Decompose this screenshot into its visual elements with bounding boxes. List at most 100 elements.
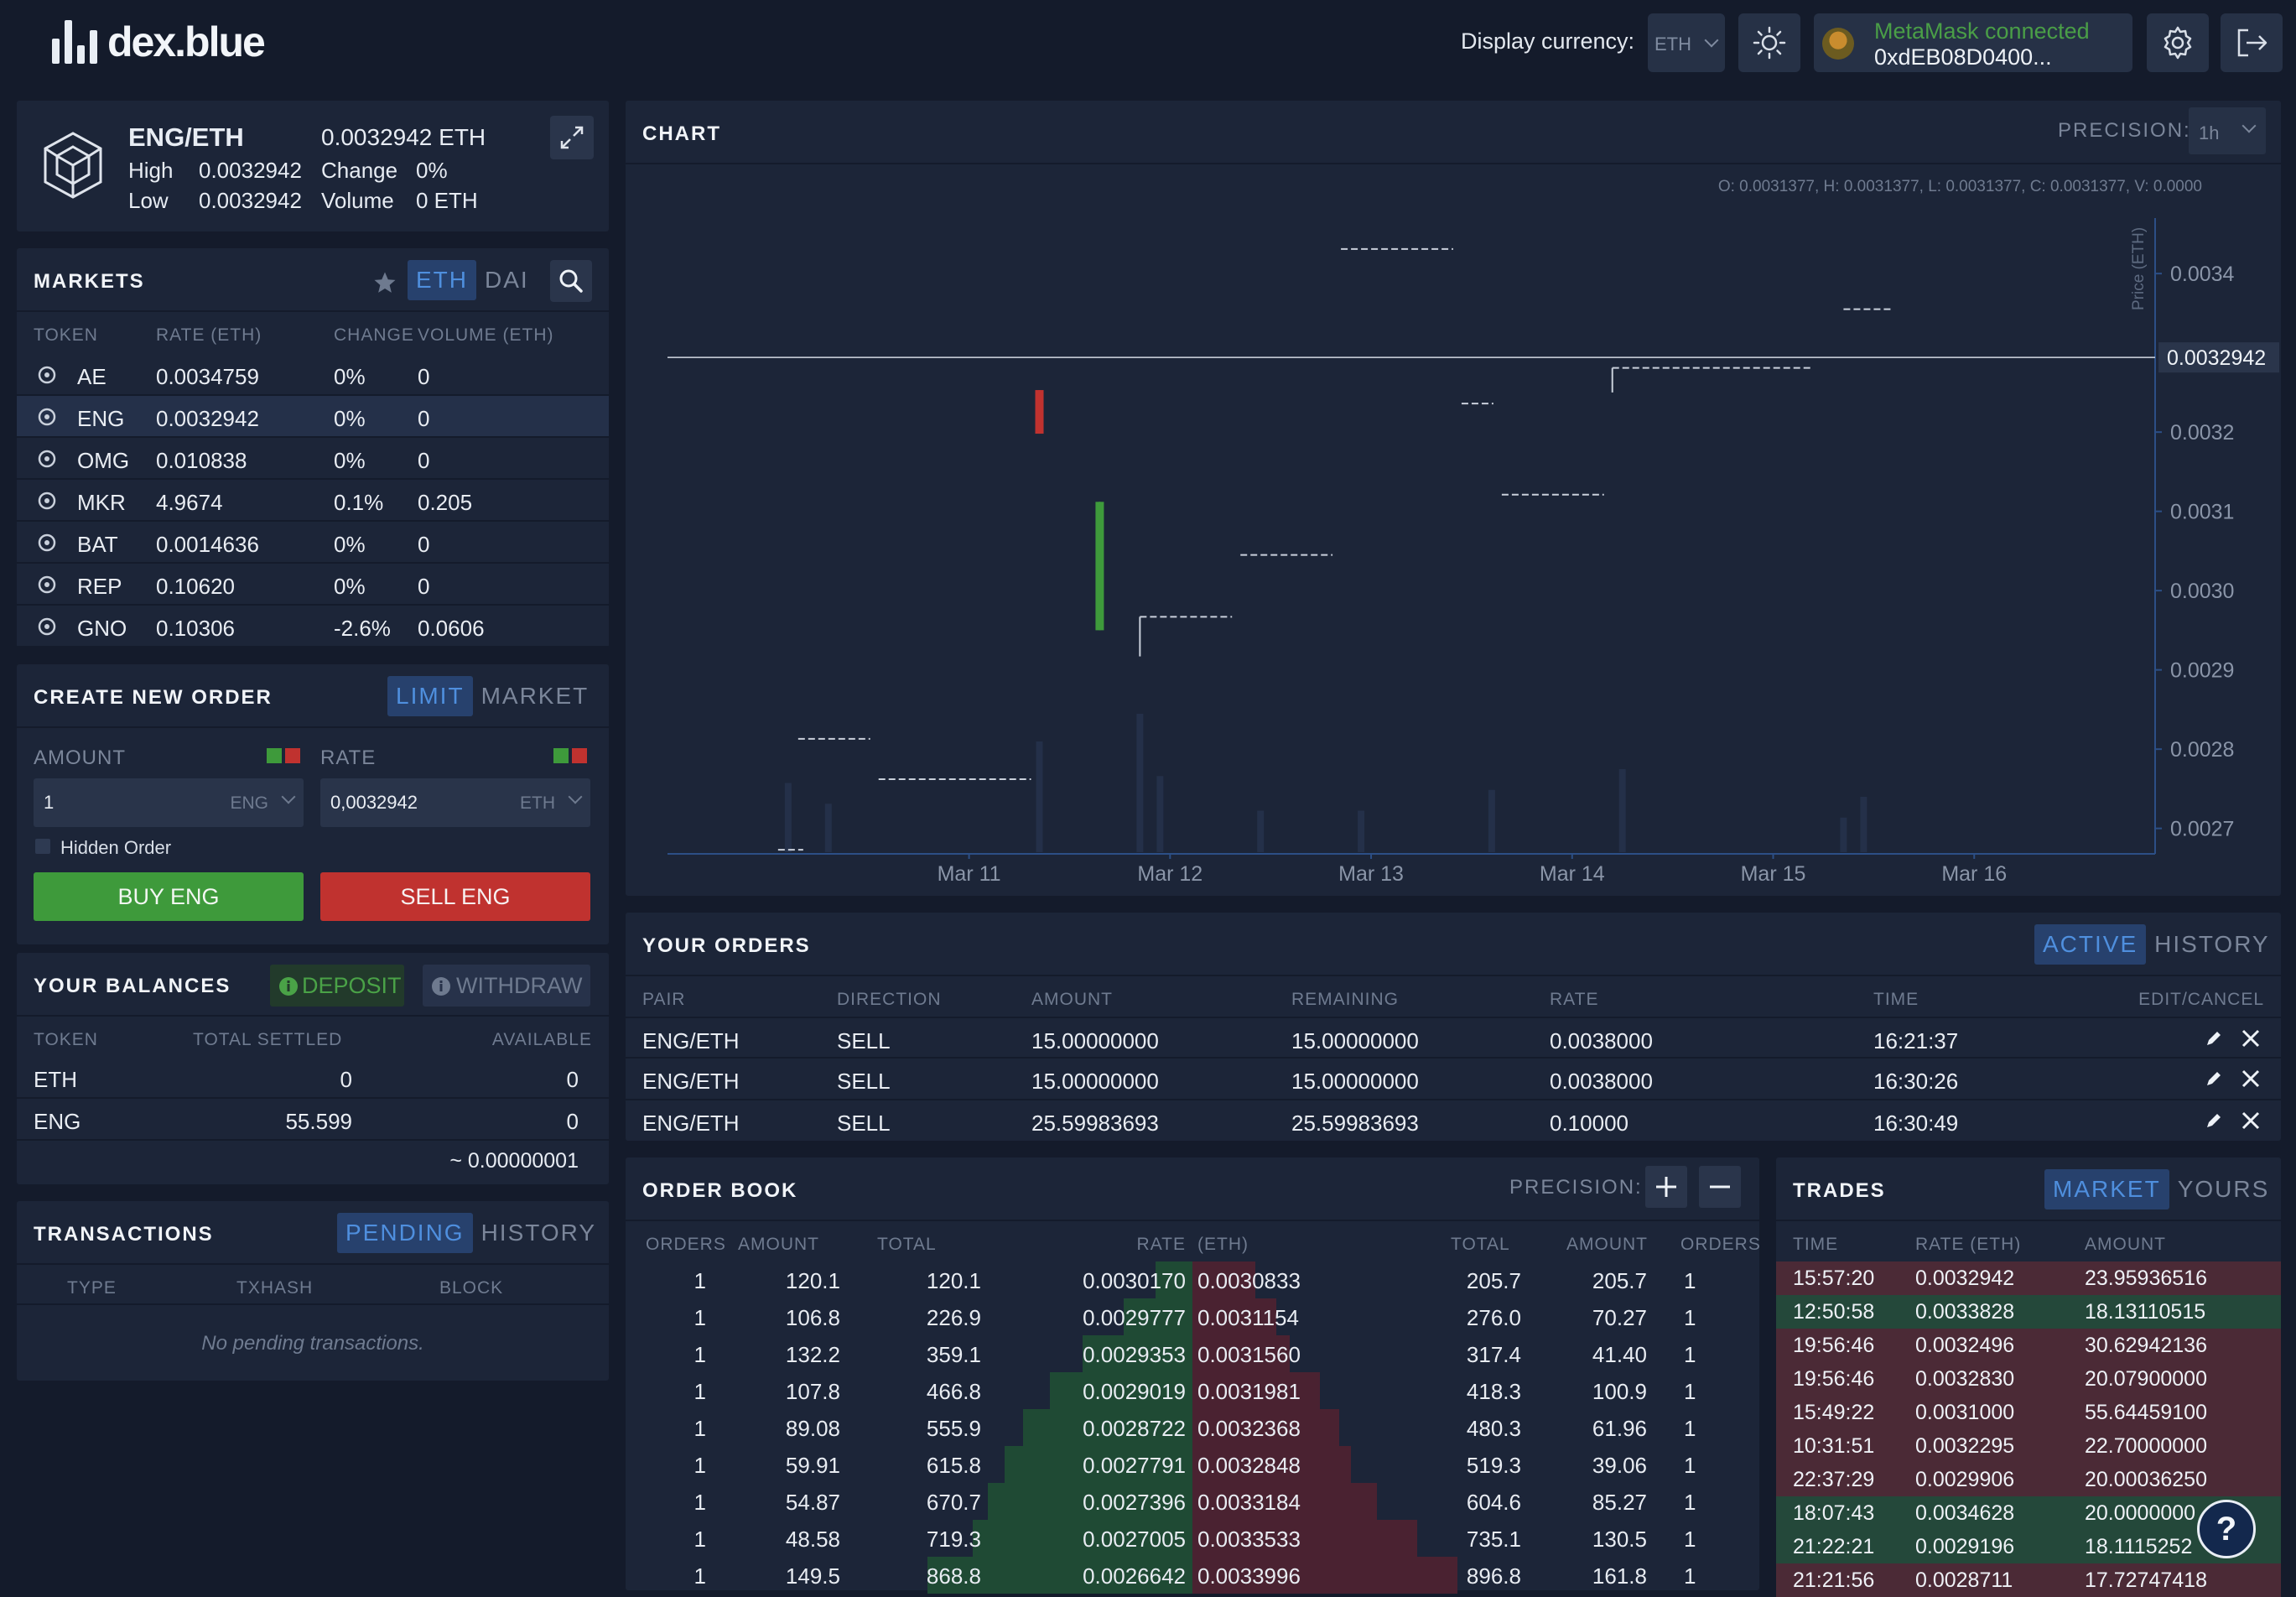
tab-market[interactable]: MARKET [480,683,590,709]
order-book-row[interactable]: 1 89.08 555.9 0.0028722 0.0032368 480.3 61.96 1 [626,1409,1759,1446]
cancel-order-button[interactable] [2239,1067,2262,1090]
col-ask-orders: ORDERS [1680,1235,1761,1254]
bid-rate-value: 0.0027396 [1083,1490,1186,1515]
buy-button[interactable]: BUY ENG [34,872,304,921]
metamask-status[interactable]: MetaMask connected 0xdEB08D0400... [1814,13,2132,72]
trade-rate: 0.0029906 [1915,1468,2014,1492]
change-label: Change [321,158,398,183]
ask-total: 604.6 [1467,1490,1521,1516]
ask-amount-value: 39.06 [1592,1453,1647,1478]
theme-toggle-button[interactable] [1738,13,1800,72]
cancel-order-button[interactable] [2239,1109,2262,1132]
order-book-row[interactable]: 1 149.5 868.8 0.0026642 0.0033996 896.8 161.8 1 [626,1557,1759,1594]
candle[interactable] [1139,616,1233,657]
trade-row: 15:49:22 0.0031000 55.64459100 [1776,1396,2281,1429]
y-tick-label: 0.0034 [2170,263,2235,286]
precision-decrease-button[interactable] [1699,1166,1741,1208]
divider [17,1303,609,1305]
order-book-row[interactable]: 1 48.58 719.3 0.0027005 0.0033533 735.1 130.5 1 [626,1520,1759,1557]
bid-rate: 0.0029777 [1083,1305,1186,1331]
amount-input[interactable]: 1 ENG [34,778,304,827]
tab-active[interactable]: ACTIVE [2034,924,2147,965]
tab-yours[interactable]: YOURS [2177,1176,2270,1202]
y-tick-label: 0.0028 [2170,738,2234,762]
ask-depth-bar [1192,1298,1276,1335]
trade-rate-value: 0.003283 [1915,1367,2003,1391]
market-row-mkr[interactable]: MKR 4.9674 0.1% 0.205 [17,480,609,522]
price-chart[interactable]: Mar 11 Mar 12 Mar 13 Mar 14 Mar 15 Mar 16 0.00… [626,101,2281,896]
order-type-tabs: LIMIT MARKET [387,676,597,716]
market-row-rep[interactable]: REP 0.10620 0% 0 [17,564,609,606]
order-book-row[interactable]: 1 107.8 466.8 0.0029019 0.0031981 418.3 100.9 1 [626,1372,1759,1409]
col-rate: RATE (ETH) [1915,1235,2022,1254]
ask-amount: 130.5 [1592,1527,1647,1553]
logo[interactable]: dex.blue [52,18,266,65]
markets-title: MARKETS [34,270,145,293]
market-row-omg[interactable]: OMG 0.010838 0% 0 [17,438,609,480]
precision-increase-button[interactable] [1645,1166,1687,1208]
market-row-gno[interactable]: GNO 0.10306 -2.6% 0.0606 [17,606,609,648]
cancel-order-button[interactable] [2239,1027,2262,1050]
rate-label: RATE [320,746,377,769]
market-row-ae[interactable]: AE 0.0034759 0% 0 [17,354,609,396]
edit-order-button[interactable] [2202,1067,2226,1090]
candle[interactable] [1095,502,1104,631]
tab-eth[interactable]: ETH [408,260,476,300]
order-rate-value: 0.1 [1550,1111,1581,1136]
bid-rate-value: 0.0026642 [1083,1563,1186,1589]
tab-limit[interactable]: LIMIT [387,676,473,716]
mkr-icon [34,491,60,511]
bid-rate: 0.0029353 [1083,1342,1186,1368]
edit-order-button[interactable] [2202,1109,2226,1132]
order-book-row[interactable]: 1 120.1 120.1 0.0030170 0.0030833 205.7 205.7 1 [626,1261,1759,1298]
ask-amount-value: 85.27 [1592,1490,1647,1515]
transactions-title: TRANSACTIONS [34,1223,214,1246]
bat-icon [34,533,60,553]
ask-depth-bar [1192,1520,1417,1557]
logout-button[interactable] [2221,13,2283,72]
transactions-header: TRANSACTIONS PENDING HISTORY [17,1201,609,1265]
transactions-panel: TRANSACTIONS PENDING HISTORY TYPE TXHASH … [17,1201,609,1381]
deposit-button[interactable]: DEPOSIT [270,965,404,1007]
search-button[interactable] [550,260,592,302]
market-row-eng[interactable]: ENG 0.0032942 0% 0 [17,396,609,438]
bid-orders: 1 [693,1305,706,1330]
chart-precision-value: 1h [2199,122,2220,143]
tab-dai[interactable]: DAI [485,267,529,293]
tab-history[interactable]: HISTORY [2154,931,2270,957]
sell-button[interactable]: SELL ENG [320,872,590,921]
edit-order-button[interactable] [2202,1027,2226,1050]
market-row-bat[interactable]: BAT 0.0014636 0% 0 [17,522,609,564]
tab-history[interactable]: HISTORY [480,1220,597,1246]
help-button[interactable]: ? [2197,1500,2256,1558]
order-book-row[interactable]: 1 132.2 359.1 0.0029353 0.0031560 317.4 41.40 1 [626,1335,1759,1372]
empty-message: No pending transactions. [201,1332,424,1355]
bid-rate-value: 0.003017 [1083,1268,1174,1293]
tab-market[interactable]: MARKET [2044,1169,2169,1209]
settings-button[interactable] [2147,13,2209,72]
hidden-order-checkbox[interactable] [35,839,50,854]
chart-precision-select[interactable]: 1h [2189,107,2266,154]
chevron-down-icon [281,789,296,804]
ask-depth-bar [1192,1483,1377,1520]
chevron-down-icon [568,789,583,804]
market-token: REP [77,574,122,599]
tab-pending[interactable]: PENDING [337,1213,473,1253]
candle[interactable] [1611,367,1814,393]
amount-value: 1 [44,792,55,813]
display-currency-select[interactable]: ETH [1648,13,1725,72]
withdraw-button[interactable]: WITHDRAW [423,965,590,1007]
ae-icon [34,365,60,385]
market-volume: 0 [418,448,430,473]
order-book-row[interactable]: 1 106.8 226.9 0.0029777 0.0031154 276.0 70.27 1 [626,1298,1759,1335]
candle[interactable] [1035,390,1044,434]
order-book-row[interactable]: 1 59.91 615.8 0.0027791 0.0032848 519.3 39.06 1 [626,1446,1759,1483]
star-icon[interactable] [372,270,397,295]
bid-total: 868.8 [926,1563,981,1589]
rate-input[interactable]: 0,0032942 ETH [320,778,590,827]
ohlc-readout: O: 0.0031377, H: 0.0031377, L: 0.0031377… [1717,178,2202,195]
order-time: 16:30:26 [1873,1069,1959,1094]
order-book-row[interactable]: 1 54.87 670.7 0.0027396 0.0033184 604.6 85.27 1 [626,1483,1759,1520]
expand-button[interactable] [550,116,594,159]
trade-row: 18:07:43 0.0034628 20.0000000 [1776,1496,2281,1530]
